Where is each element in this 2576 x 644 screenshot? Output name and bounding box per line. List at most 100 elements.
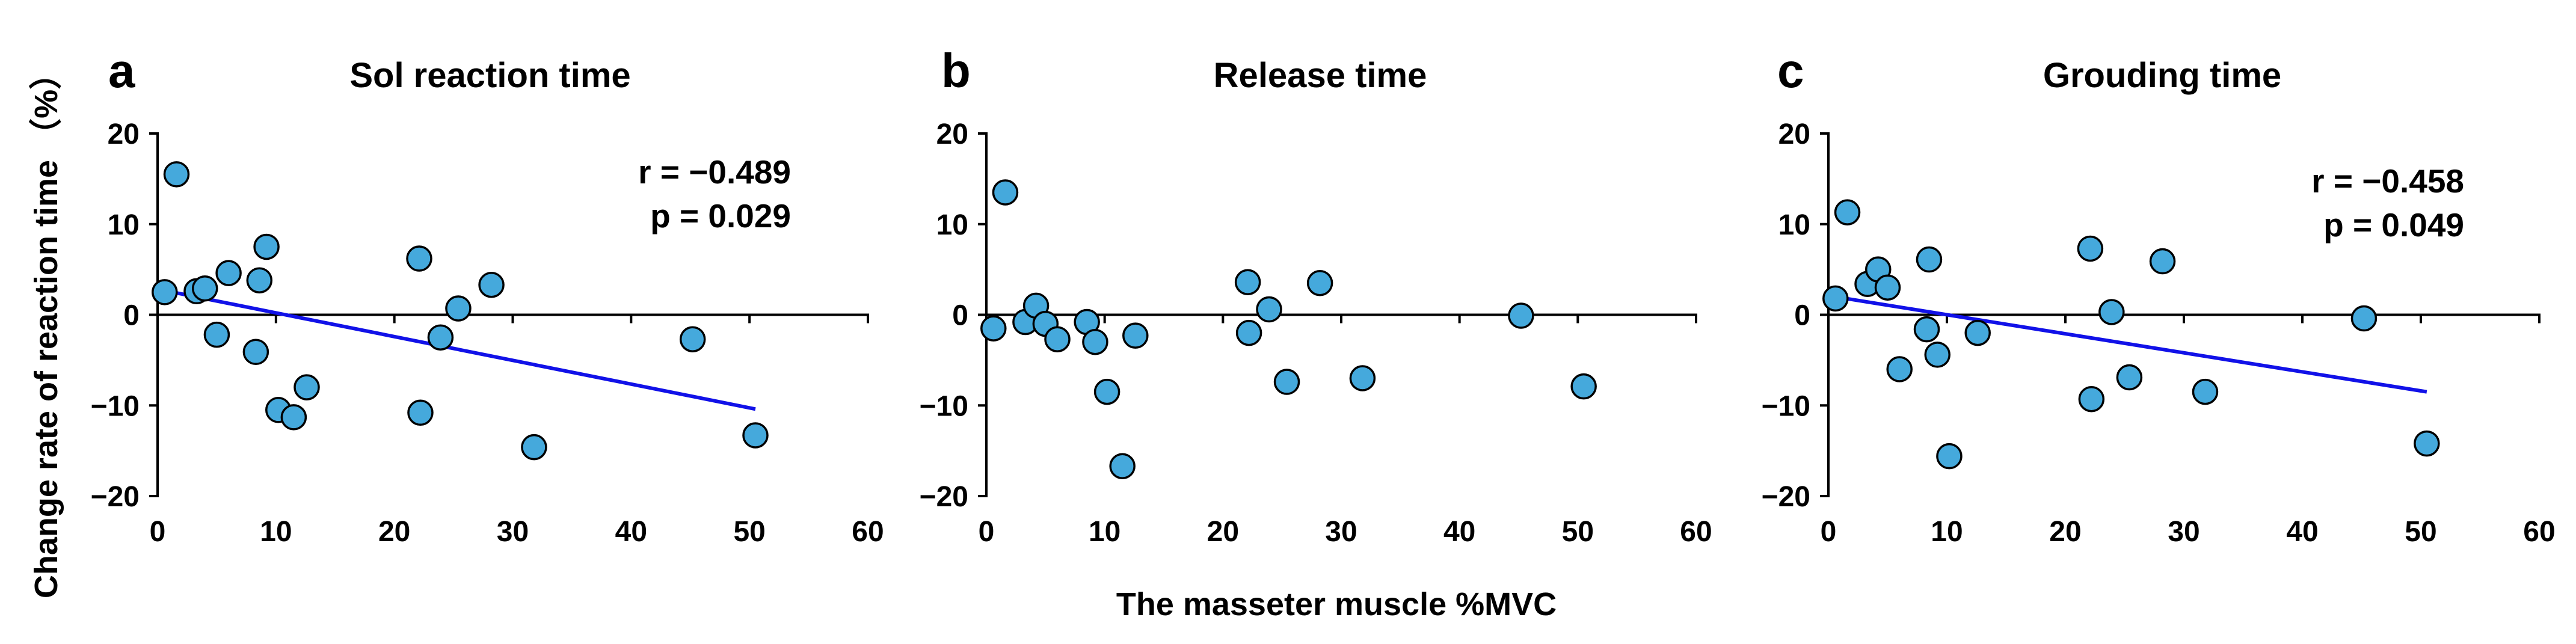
data-point [1256,296,1282,323]
regression-line [1834,295,2427,394]
y-tick-label: 20 [108,118,140,150]
data-point [1122,322,1149,349]
data-point [2192,378,2219,405]
correlation-r-label: r = −0.458 [2311,162,2464,200]
data-point [2116,364,2143,391]
chart-panel-c: c Grouding time 20 10 0 −10 −20 0 10 20 30 40 50 60 r … [1762,44,2556,548]
data-point [242,339,269,366]
data-point [406,245,432,272]
data-point [445,295,472,322]
x-tick-label: 0 [1821,516,1837,548]
y-tick-label: −10 [920,390,968,422]
y-tick-label: −20 [91,481,140,513]
data-point [2414,430,2440,457]
data-point [1913,316,1940,343]
x-tick-label: 20 [378,516,410,548]
data-point [742,422,769,449]
data-point [2077,235,2104,262]
x-tick-label: 30 [1325,516,1357,548]
x-tick-label: 0 [979,516,995,548]
data-point [1916,246,1943,273]
chart-panel-b: b Release time 20 10 0 −10 −20 0 10 20 30 40 50 60 [920,44,1712,548]
data-point [2149,248,2176,275]
panel-letter: b [941,44,971,97]
data-point [280,404,307,431]
x-tick-label: 40 [615,516,647,548]
data-point [1306,269,1333,296]
y-tick-label: 10 [936,209,968,241]
data-point [521,434,547,461]
p-value-label: p = 0.049 [2323,206,2464,244]
data-point [1936,443,1963,470]
x-tick-label: 50 [1562,516,1594,548]
x-tick-label: 10 [1931,516,1963,548]
data-point [203,321,230,348]
data-point [246,267,273,293]
panels: a Sol reaction time 20 10 0 −10 −20 0 10 20 30 40 50… [91,44,2556,548]
correlation-r-label: r = −0.489 [638,153,791,191]
data-point [980,315,1007,342]
data-point [294,374,320,400]
y-tick-label: 20 [1778,118,1810,150]
y-tick-label: 10 [1778,209,1810,241]
data-point [427,324,454,351]
data-point [1570,373,1597,400]
x-tick-label: 30 [497,516,529,548]
data-point [1508,302,1534,329]
data-point [1964,319,1991,346]
x-tick-label: 10 [1089,516,1120,548]
data-point [2350,305,2378,332]
data-point [1234,269,1261,295]
data-point [215,260,242,286]
data-point [1874,274,1901,301]
y-tick-label: 10 [108,209,140,241]
data-point [1235,319,1262,346]
y-tick-label: −10 [91,390,140,422]
y-tick-label: 0 [1794,300,1810,332]
panel-title: Release time [1214,56,1427,95]
y-tick-label: 20 [936,118,968,150]
x-tick-label: 60 [2523,516,2555,548]
x-tick-label: 0 [150,516,166,548]
x-tick-label: 50 [733,516,765,548]
data-point [1822,285,1849,312]
data-point [152,279,178,305]
x-tick-label: 60 [1680,516,1712,548]
x-tick-label: 30 [2168,516,2199,548]
y-tick-label: −20 [920,481,968,513]
data-point [2078,385,2105,412]
data-point [1093,378,1120,405]
y-tick-label: −10 [1762,390,1810,422]
data-point [191,275,218,302]
x-tick-label: 50 [2405,516,2436,548]
data-point [1886,356,1913,382]
panel-letter: a [108,44,135,97]
data-point [1082,328,1108,355]
data-point [1273,369,1300,395]
data-point [1109,453,1136,480]
x-tick-label: 60 [852,516,884,548]
y-tick-label: 0 [123,300,140,332]
data-point [478,272,505,298]
x-tick-label: 20 [2049,516,2081,548]
data-point [1834,199,1861,225]
chart-panel-a: a Sol reaction time 20 10 0 −10 −20 0 10 20 30 40 50… [91,44,884,548]
regression-line [163,288,756,411]
data-point [1044,326,1071,352]
data-point [407,399,434,426]
data-point [679,326,706,352]
x-tick-label: 10 [260,516,292,548]
data-point [163,161,190,188]
data-point [1349,365,1376,391]
y-tick-label: −20 [1762,481,1810,513]
panel-letter: c [1777,44,1804,97]
x-axis-title: The masseter muscle %MVC [1116,586,1557,622]
data-point [1924,342,1950,368]
data-point [992,179,1019,206]
data-point [2098,299,2125,325]
panel-title: Grouding time [2043,56,2281,95]
x-tick-label: 40 [2286,516,2318,548]
p-value-label: p = 0.029 [650,197,791,235]
data-point [253,233,280,260]
